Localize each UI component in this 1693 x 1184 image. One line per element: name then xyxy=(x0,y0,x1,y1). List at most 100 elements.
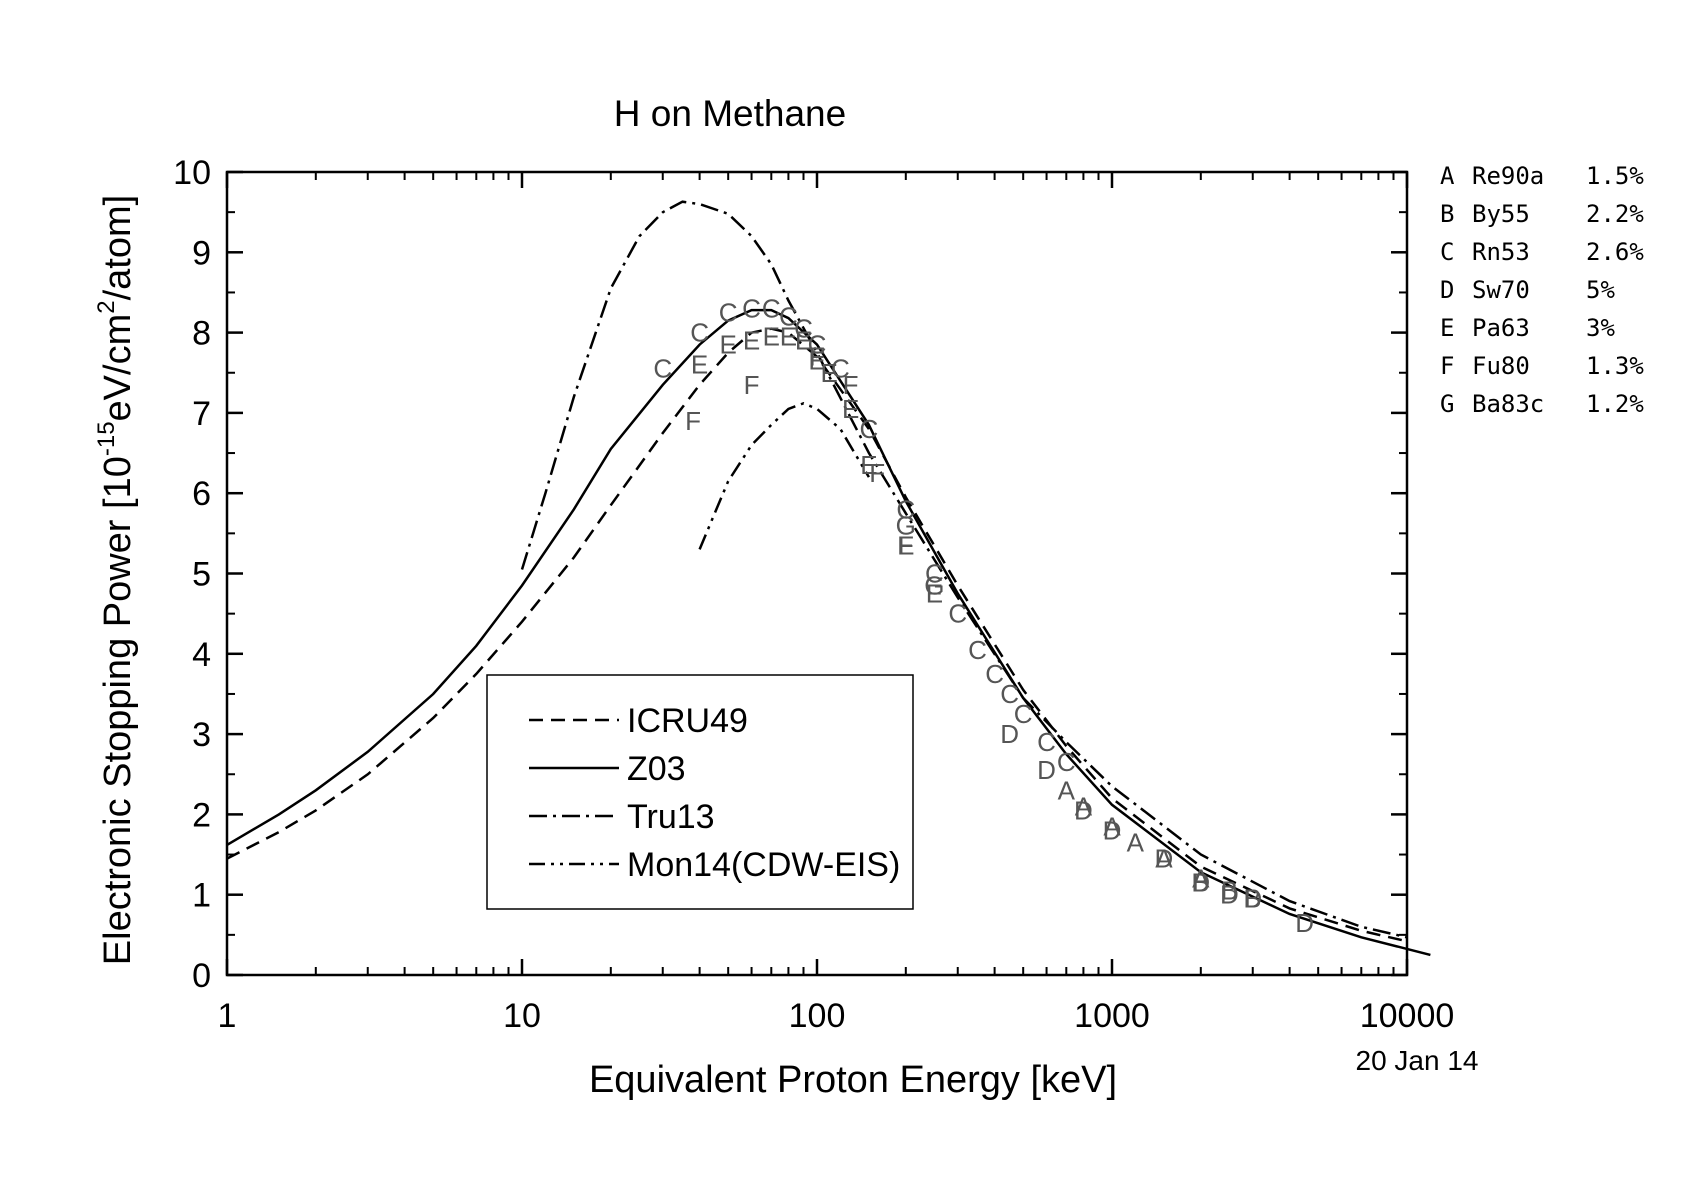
data-marker-c: C xyxy=(925,559,944,589)
data-marker-f: F xyxy=(869,458,885,488)
data-marker-e: E xyxy=(743,326,760,356)
ref-uncertainty: 3% xyxy=(1586,314,1615,342)
y-tick-label: 4 xyxy=(192,636,211,674)
data-marker-a: A xyxy=(1155,844,1173,874)
data-marker-c: C xyxy=(968,635,987,665)
legend: ICRU49 Z03 Tru13 Mon14(CDW-EIS) xyxy=(486,674,914,910)
data-marker-b: B xyxy=(1192,868,1209,898)
data-marker-e: E xyxy=(795,326,812,356)
y-tick-label: 1 xyxy=(192,877,211,915)
data-marker-d: D xyxy=(1191,868,1210,898)
data-marker-d: D xyxy=(1074,795,1093,825)
y-tick-label: 5 xyxy=(192,556,211,594)
data-marker-d: D xyxy=(1243,884,1262,914)
y-tick-label: 2 xyxy=(192,796,211,834)
x-tick-label: 100 xyxy=(789,997,846,1035)
ref-uncertainty: 1.2% xyxy=(1586,390,1644,418)
data-marker-c: C xyxy=(762,294,781,324)
ref-uncertainty: 1.5% xyxy=(1586,162,1644,190)
data-marker-e: E xyxy=(808,346,825,376)
y-tick-label: 10 xyxy=(173,154,211,192)
ref-name: Sw70 xyxy=(1472,276,1530,304)
data-marker-e: E xyxy=(763,322,780,352)
legend-label: Tru13 xyxy=(627,798,715,836)
data-marker-c: C xyxy=(794,314,813,344)
data-marker-e: E xyxy=(860,450,877,480)
y-tick-label: 6 xyxy=(192,475,211,513)
series-line-2 xyxy=(226,308,1431,957)
ref-uncertainty: 5% xyxy=(1586,276,1615,304)
y-axis-label-sup2: 2 xyxy=(93,300,120,313)
ref-letter: E xyxy=(1440,314,1454,342)
x-axis-label: Equivalent Proton Energy [keV] xyxy=(589,1059,1117,1101)
data-marker-c: C xyxy=(1014,699,1033,729)
data-marker-f: F xyxy=(898,530,914,560)
data-marker-a: A xyxy=(1075,791,1093,821)
data-marker-e: E xyxy=(720,330,737,360)
data-marker-c: C xyxy=(860,414,879,444)
data-marker-a: A xyxy=(1192,864,1210,894)
data-marker-c: C xyxy=(690,318,709,348)
data-marker-c: C xyxy=(1057,747,1076,777)
ref-letter: B xyxy=(1440,200,1454,228)
data-marker-d: D xyxy=(1103,815,1122,845)
ref-uncertainty: 2.2% xyxy=(1586,200,1644,228)
y-tick-label: 3 xyxy=(192,716,211,754)
ref-name: Re90a xyxy=(1472,162,1544,190)
y-axis-label-end: /atom] xyxy=(97,195,139,301)
data-marker-b: B xyxy=(1221,876,1238,906)
data-marker-e: E xyxy=(691,350,708,380)
data-marker-a: A xyxy=(1127,828,1145,858)
y-tick-label: 9 xyxy=(192,234,211,272)
series-line-1 xyxy=(226,327,1408,943)
data-marker-f: F xyxy=(843,370,859,400)
y-tick-label: 0 xyxy=(192,957,211,995)
x-tick-label: 10000 xyxy=(1360,997,1455,1035)
ref-name: Rn53 xyxy=(1472,238,1530,266)
date-stamp: 20 Jan 14 xyxy=(1356,1045,1479,1076)
data-marker-a: A xyxy=(1103,811,1121,841)
data-marker-e: E xyxy=(842,394,859,424)
data-marker-e: E xyxy=(821,358,838,388)
data-marker-a: A xyxy=(1058,775,1076,805)
y-tick-label: 8 xyxy=(192,315,211,353)
data-marker-e: E xyxy=(780,322,797,352)
ref-uncertainty: 2.6% xyxy=(1586,238,1644,266)
data-marker-b: B xyxy=(1244,884,1261,914)
data-marker-c: C xyxy=(1037,727,1056,757)
data-marker-d: D xyxy=(1295,908,1314,938)
data-marker-c: C xyxy=(653,354,672,384)
y-axis-label: Electronic Stopping Power [10-15eV/cm2/a… xyxy=(93,195,139,965)
data-marker-d: D xyxy=(1220,880,1239,910)
ref-name: Pa63 xyxy=(1472,314,1530,342)
data-marker-d: D xyxy=(1037,755,1056,785)
ref-letter: F xyxy=(1440,352,1454,380)
data-marker-c: C xyxy=(719,298,738,328)
y-axis-label-start: Electronic Stopping Power [10 xyxy=(97,456,139,965)
ref-name: By55 xyxy=(1472,200,1530,228)
data-marker-d: D xyxy=(1155,844,1174,874)
legend-label: Z03 xyxy=(627,750,686,788)
ref-name: Ba83c xyxy=(1472,390,1544,418)
y-tick-label: 7 xyxy=(192,395,211,433)
data-marker-c: C xyxy=(831,354,850,384)
series-line-3 xyxy=(520,200,1408,939)
data-marker-f: F xyxy=(744,370,760,400)
data-marker-g: G xyxy=(896,510,916,540)
ref-letter: D xyxy=(1440,276,1454,304)
legend-label: Mon14(CDW-EIS) xyxy=(627,846,900,884)
legend-label: ICRU49 xyxy=(627,702,748,740)
ref-letter: C xyxy=(1440,238,1454,266)
ref-uncertainty: 1.3% xyxy=(1586,352,1644,380)
data-marker-c: C xyxy=(1000,679,1019,709)
reference-list: A Re90a 1.5% B By55 2.2% C Rn53 2.6% D Sw70 5% E Pa63… xyxy=(1440,162,1644,418)
series-line-4 xyxy=(698,401,870,550)
x-tick-label: 10 xyxy=(503,997,541,1035)
y-axis-label-sup1: -15 xyxy=(93,421,120,456)
legend-box xyxy=(486,674,914,910)
x-tick-label: 1000 xyxy=(1074,997,1150,1035)
data-marker-c: C xyxy=(779,302,798,332)
ref-letter: A xyxy=(1440,162,1455,190)
